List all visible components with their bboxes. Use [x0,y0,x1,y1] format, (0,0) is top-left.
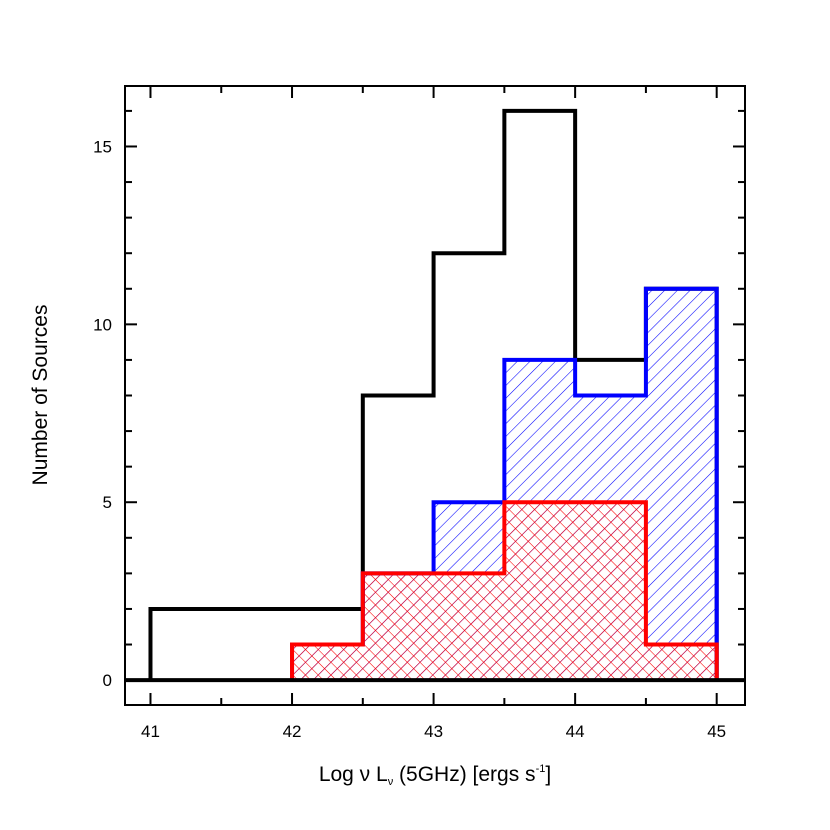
y-tick-label: 0 [103,671,112,690]
x-axis-title: Log ν Lν (5GHz) [ergs s-1] [319,763,551,788]
x-tick-label: 43 [424,722,443,741]
x-tick-label: 45 [707,722,726,741]
bar-fill-series1-bin7 [645,288,717,681]
x-tick-label: 41 [141,722,160,741]
axis-ticks [125,86,745,705]
histogram-outlines [148,108,719,681]
axis-tick-labels: 41 42 43 44 45 0 5 10 15 [93,137,726,741]
histogram-step-series2 [290,500,719,681]
bar-fill-series2-bin3 [362,573,434,681]
y-axis-title: Number of Sources [29,305,52,486]
bar-fill-series2-bin4 [433,573,505,681]
bar-fill-series2-bin5 [504,502,576,681]
bar-fill-series2-bin6 [575,502,646,681]
y-tick-label: 15 [93,137,112,156]
y-tick-label: 5 [103,493,112,512]
x-tick-label: 44 [566,722,585,741]
bar-fill-series2-bin7 [645,644,717,681]
y-tick-label: 10 [93,315,112,334]
histogram-fills [292,288,717,681]
x-tick-label: 42 [283,722,302,741]
bar-fill-series2-bin2 [292,644,363,681]
